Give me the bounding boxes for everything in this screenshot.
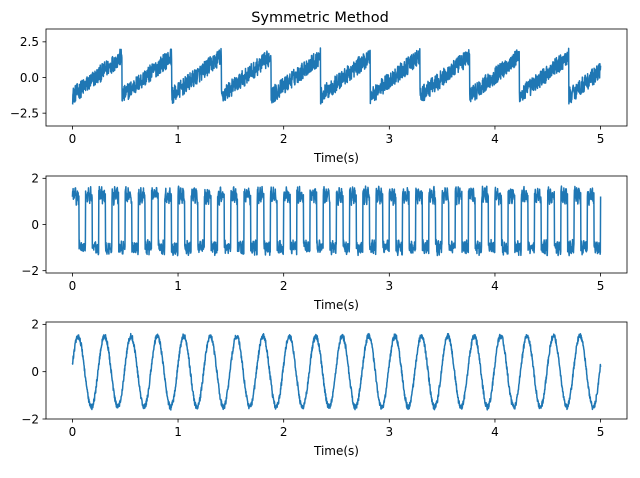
y-tick-label: 2 bbox=[31, 318, 39, 332]
axes-frame bbox=[45, 321, 628, 420]
subplot-1: 0 1 2 3 4 5 −2.5 0.0 2.5 Time(s) bbox=[10, 28, 628, 165]
x-tick-label: 1 bbox=[174, 279, 182, 293]
subplot-3: 0 1 2 3 4 5 −2 0 2 Time(s) bbox=[21, 318, 628, 458]
y-tick-label: 0.0 bbox=[20, 71, 39, 85]
x-tick-label: 4 bbox=[491, 279, 499, 293]
y-tick-label: −2 bbox=[21, 412, 39, 426]
x-tick-label: 3 bbox=[385, 425, 393, 439]
y-tick-label: −2 bbox=[21, 264, 39, 278]
x-tick-label: 2 bbox=[280, 132, 288, 146]
x-tick-label: 2 bbox=[280, 425, 288, 439]
x-tick-label: 4 bbox=[491, 132, 499, 146]
series-line bbox=[71, 332, 602, 411]
x-tick-label: 5 bbox=[597, 279, 605, 293]
y-tick-label: 0 bbox=[31, 218, 39, 232]
x-tick-label: 2 bbox=[280, 279, 288, 293]
series-line bbox=[71, 47, 602, 105]
chart-title: Symmetric Method bbox=[251, 10, 389, 26]
x-tick-label: 4 bbox=[491, 425, 499, 439]
x-tick-label: 3 bbox=[385, 132, 393, 146]
x-axis-label: Time(s) bbox=[313, 298, 359, 312]
x-tick-label: 0 bbox=[69, 279, 77, 293]
x-tick-label: 5 bbox=[597, 132, 605, 146]
x-tick-label: 1 bbox=[174, 425, 182, 439]
y-tick-label: −2.5 bbox=[10, 106, 39, 120]
y-tick-label: 2.5 bbox=[20, 35, 39, 49]
x-axis-label: Time(s) bbox=[313, 444, 359, 458]
x-axis-label: Time(s) bbox=[313, 151, 359, 165]
x-tick-label: 3 bbox=[385, 279, 393, 293]
x-tick-label: 1 bbox=[174, 132, 182, 146]
y-tick-label: 2 bbox=[31, 172, 39, 186]
y-tick-label: 0 bbox=[31, 365, 39, 379]
x-tick-label: 5 bbox=[597, 425, 605, 439]
x-tick-label: 0 bbox=[69, 132, 77, 146]
subplot-2: 0 1 2 3 4 5 −2 0 2 Time(s) bbox=[21, 172, 628, 312]
series-line bbox=[71, 185, 602, 257]
x-tick-label: 0 bbox=[69, 425, 77, 439]
